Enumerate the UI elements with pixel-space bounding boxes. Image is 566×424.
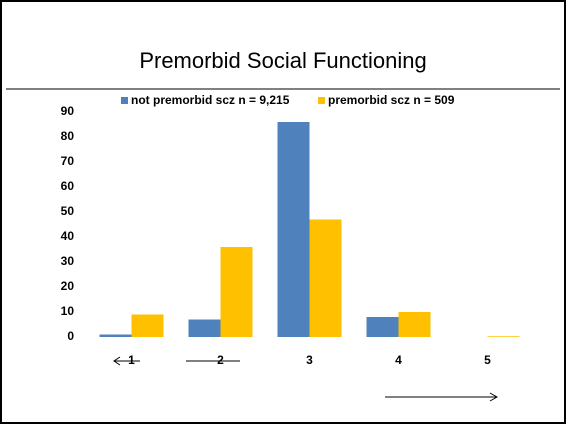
bar <box>131 314 164 337</box>
bar <box>188 319 221 337</box>
chart-title: Premorbid Social Functioning <box>139 48 426 73</box>
x-tick-label: 3 <box>306 353 313 367</box>
arrow-head <box>489 392 499 402</box>
x-tick-label: 2 <box>217 353 224 367</box>
bar <box>99 334 132 337</box>
arrow-head <box>113 356 121 366</box>
legend-swatch <box>318 97 325 104</box>
y-tick-label: 10 <box>61 304 75 318</box>
y-tick-label: 80 <box>61 129 75 143</box>
x-tick-label: 5 <box>484 353 491 367</box>
legend-swatch <box>121 97 128 104</box>
y-tick-label: 60 <box>61 179 75 193</box>
x-tick-label: 4 <box>395 353 402 367</box>
bar <box>487 336 520 337</box>
legend-label: not premorbid scz n = 9,215 <box>131 93 290 107</box>
bar <box>398 312 431 337</box>
y-tick-label: 70 <box>61 154 75 168</box>
y-tick-label: 20 <box>61 279 75 293</box>
y-tick-label: 40 <box>61 229 75 243</box>
annotation-arrows <box>113 356 499 402</box>
bar <box>220 247 253 337</box>
bar <box>309 219 342 337</box>
y-tick-label: 0 <box>67 329 74 343</box>
legend-label: premorbid scz n = 509 <box>328 93 455 107</box>
bar <box>366 317 399 337</box>
bar <box>277 122 310 337</box>
x-tick-label: 1 <box>128 353 135 367</box>
y-tick-label: 30 <box>61 254 75 268</box>
y-tick-label: 90 <box>61 104 75 118</box>
y-tick-label: 50 <box>61 204 75 218</box>
